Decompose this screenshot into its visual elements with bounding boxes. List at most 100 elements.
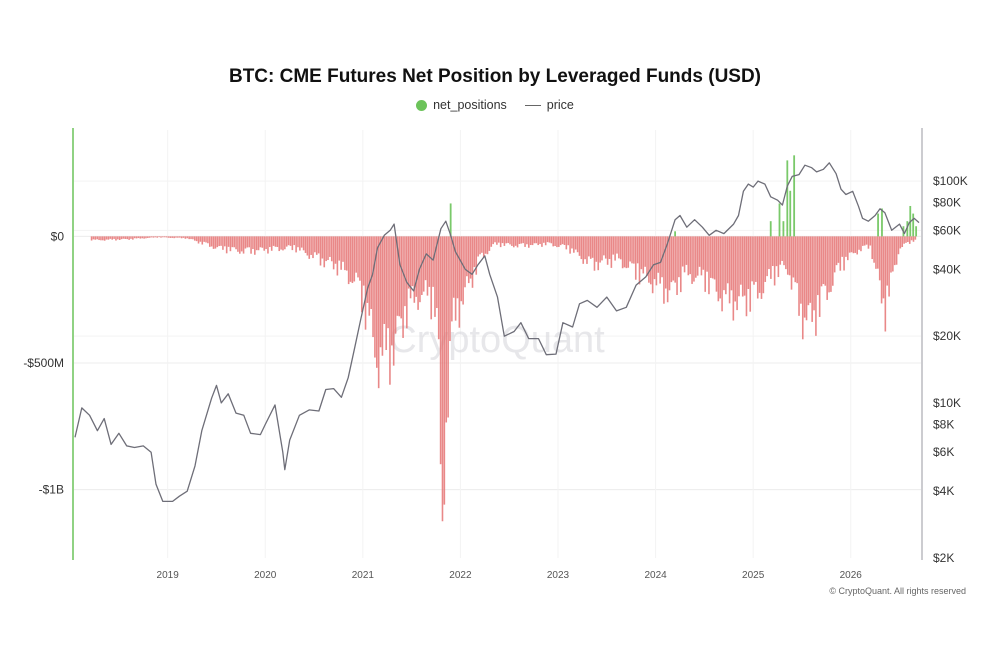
net-position-bar <box>824 236 827 286</box>
net-position-bar <box>460 236 463 302</box>
net-position-bar <box>543 236 545 243</box>
net-position-bar <box>578 236 581 256</box>
net-position-bar <box>376 236 378 368</box>
net-position-bar <box>717 236 720 302</box>
net-position-bar <box>638 236 641 285</box>
net-position-bar <box>888 236 890 297</box>
copyright-text: © CryptoQuant. All rights reserved <box>829 586 966 596</box>
net-position-bar <box>863 236 866 246</box>
net-position-bar <box>402 236 404 338</box>
net-position-bar <box>580 236 583 260</box>
net-position-bar <box>698 236 701 267</box>
net-position-bar-positive <box>674 231 676 237</box>
net-position-bar <box>96 236 98 240</box>
net-position-bar <box>329 236 331 257</box>
net-position-bar <box>514 236 517 246</box>
x-axis-tick-label: 2020 <box>254 570 277 581</box>
net-position-bar <box>199 236 202 242</box>
net-position-bar <box>188 236 190 240</box>
net-position-bar <box>295 236 297 253</box>
net-position-bar <box>428 236 431 287</box>
legend-item-price[interactable]: price <box>524 98 574 112</box>
net-position-bar <box>773 236 776 286</box>
net-position-bar <box>205 236 207 243</box>
net-position-bar <box>869 236 872 246</box>
net-position-bar <box>522 236 524 244</box>
net-position-bar <box>552 236 554 247</box>
net-position-bar <box>884 236 887 332</box>
net-position-bar <box>327 236 329 261</box>
net-position-bar <box>360 236 363 313</box>
net-position-bar <box>415 236 418 297</box>
net-position-bar <box>820 236 823 287</box>
net-position-bar <box>227 236 230 247</box>
net-position-bars <box>90 155 918 522</box>
net-position-bar <box>800 236 802 304</box>
net-position-bar-positive <box>782 221 785 237</box>
net-position-bar <box>878 236 881 281</box>
net-position-bar <box>785 236 787 270</box>
net-position-bar <box>392 236 395 366</box>
chart-legend: net_positions price <box>0 98 990 112</box>
net-position-bar <box>867 236 870 249</box>
net-position-bar <box>180 236 183 239</box>
net-position-bar <box>588 236 590 257</box>
net-position-bar <box>109 236 112 239</box>
net-position-bar <box>634 236 637 280</box>
net-position-bar <box>111 236 114 240</box>
net-position-bar <box>291 236 294 251</box>
net-position-bar <box>259 236 262 248</box>
net-position-bar <box>850 236 853 253</box>
net-position-bar <box>297 236 299 248</box>
net-position-bar <box>554 236 556 247</box>
net-position-bar <box>255 236 258 251</box>
net-position-bar <box>912 236 915 242</box>
net-position-bar <box>137 236 140 239</box>
net-position-bar <box>239 236 241 254</box>
net-position-bar <box>340 236 342 270</box>
net-position-bar <box>285 236 288 247</box>
net-position-bar <box>197 236 200 244</box>
left-axis-tick-label: -$1B <box>39 483 64 497</box>
net-position-bar <box>139 236 142 239</box>
net-position-bar <box>306 236 309 256</box>
net-position-bar <box>781 236 783 261</box>
net-position-bar <box>574 236 577 250</box>
net-position-bar <box>529 236 532 246</box>
net-position-bar <box>760 236 763 299</box>
x-axis-tick-label: 2024 <box>644 570 667 581</box>
net-position-bar <box>120 236 123 240</box>
net-position-bar <box>756 236 759 299</box>
net-position-bar <box>511 236 513 246</box>
net-position-bar <box>710 236 712 278</box>
net-position-bar <box>332 236 335 270</box>
net-position-bar <box>192 236 194 240</box>
x-axis-ticks: 2019 2020 2021 2022 2023 2024 2025 2026 <box>157 570 863 581</box>
net-position-bar <box>377 236 380 389</box>
net-position-bar <box>135 236 138 239</box>
net-position-bar <box>571 236 573 249</box>
net-position-bar <box>148 236 151 238</box>
net-position-bar <box>481 236 483 253</box>
net-position-bar <box>175 236 177 238</box>
net-position-bar <box>509 236 511 245</box>
net-position-bar <box>242 236 245 254</box>
net-position-bar <box>105 236 108 240</box>
net-position-bar <box>184 236 187 239</box>
net-position-bar <box>210 236 213 247</box>
net-position-bar <box>786 236 789 275</box>
net-position-bar <box>766 236 768 277</box>
net-position-bar <box>875 236 877 269</box>
net-position-bar <box>700 236 703 276</box>
net-position-bar <box>591 236 594 258</box>
net-position-bar <box>287 236 290 246</box>
net-position-bar <box>567 236 570 246</box>
net-position-bar <box>182 236 185 238</box>
net-position-bar <box>725 236 727 295</box>
net-position-bar <box>484 236 487 254</box>
net-position-bar <box>336 236 339 276</box>
net-position-bar <box>231 236 234 248</box>
net-position-bar <box>586 236 588 264</box>
legend-item-net-positions[interactable]: net_positions <box>416 98 507 112</box>
net-position-bar <box>497 236 500 243</box>
